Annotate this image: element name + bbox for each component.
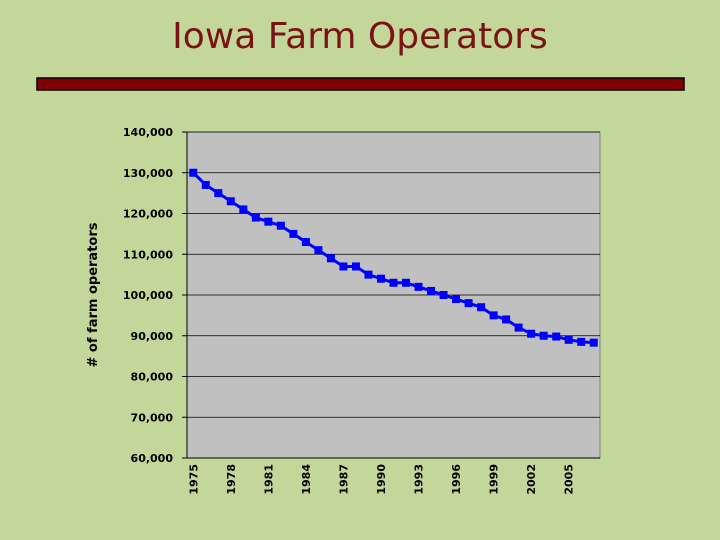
marker [364,270,373,279]
marker [552,332,561,341]
x-tick-label: 1975 [187,464,200,495]
y-tick-label: 120,000 [123,208,173,221]
y-tick-label: 90,000 [131,330,174,343]
x-tick-label: 1987 [337,464,350,495]
marker [276,221,285,230]
marker [339,262,348,271]
marker [439,291,448,299]
marker [427,286,436,295]
title-rule [36,77,685,91]
y-tick-label: 140,000 [123,126,173,139]
marker [564,335,573,344]
chart-title: Iowa Farm Operators [172,16,548,57]
y-tick-label: 80,000 [131,371,174,384]
marker [351,262,360,271]
y-tick-label: 100,000 [123,289,173,302]
marker [226,197,235,206]
x-tick-label: 2002 [525,464,538,495]
marker [251,213,260,222]
x-tick-label: 2005 [563,464,576,495]
marker [502,315,511,324]
marker [477,303,486,312]
marker [326,254,335,263]
marker [527,329,536,338]
marker [214,189,223,198]
marker [201,180,210,189]
y-tick-label: 130,000 [123,167,173,180]
x-tick-label: 1999 [488,464,501,495]
marker [589,338,598,347]
marker [402,278,411,287]
y-tick-label: 110,000 [123,248,173,261]
x-tick-label: 1993 [413,464,426,495]
x-tick-label: 1984 [300,464,313,495]
marker [452,295,461,304]
y-tick-label: 60,000 [131,452,174,465]
marker [539,331,548,340]
marker [489,311,498,320]
marker [577,337,586,346]
marker [189,168,198,177]
marker [376,274,385,283]
marker [389,278,398,287]
marker [289,229,298,238]
marker [414,282,423,291]
marker [264,217,273,226]
x-tick-label: 1981 [262,464,275,495]
y-axis-label: # of farm operators [86,222,101,367]
marker [514,323,523,332]
x-tick-label: 1996 [450,464,463,495]
marker [464,299,473,308]
marker [239,205,248,214]
marker [301,238,310,247]
marker [314,246,323,255]
x-tick-label: 1978 [225,464,238,495]
x-tick-label: 1990 [375,464,388,495]
y-tick-label: 70,000 [131,411,174,424]
